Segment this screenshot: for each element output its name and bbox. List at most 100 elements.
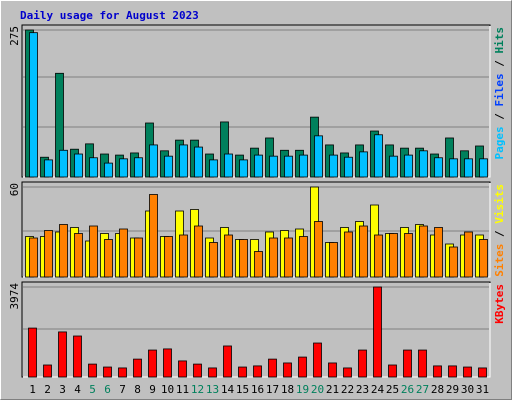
x-tick-label: 4 xyxy=(74,383,81,396)
bar xyxy=(299,236,308,278)
x-tick-label: 25 xyxy=(386,383,399,396)
bar xyxy=(479,158,488,178)
bar xyxy=(478,367,487,378)
bar xyxy=(74,153,83,178)
x-tick-label: 27 xyxy=(416,383,429,396)
x-tick-label: 20 xyxy=(311,383,324,396)
x-tick-label: 28 xyxy=(431,383,444,396)
bar xyxy=(268,358,277,378)
legend-entry: KBytes xyxy=(493,284,506,324)
bar xyxy=(418,349,427,378)
x-tick-label: 12 xyxy=(191,383,204,396)
legend: Sites / Visits xyxy=(493,184,506,277)
legend-space xyxy=(493,237,506,244)
bar xyxy=(134,157,143,178)
legend-entry: Files xyxy=(493,73,506,106)
bar xyxy=(299,154,308,178)
bar xyxy=(359,151,368,178)
bar xyxy=(449,158,458,178)
bar xyxy=(88,363,97,378)
x-tick-label: 16 xyxy=(251,383,264,396)
x-tick-label: 2 xyxy=(44,383,51,396)
bar xyxy=(433,365,442,378)
bar xyxy=(434,157,443,178)
bar xyxy=(434,227,443,278)
bar xyxy=(193,363,202,378)
bar xyxy=(208,367,217,378)
bar xyxy=(389,233,398,278)
bar xyxy=(118,367,127,378)
bar xyxy=(448,365,457,378)
bar xyxy=(373,286,382,378)
legend-space xyxy=(493,54,506,61)
bar xyxy=(59,149,68,178)
chart-title: Daily usage for August 2023 xyxy=(20,9,199,22)
bar xyxy=(59,224,68,278)
bar xyxy=(314,135,323,178)
bar xyxy=(284,237,293,278)
bar xyxy=(329,154,338,178)
legend: Pages / Files / Hits xyxy=(493,27,506,160)
x-tick-label: 17 xyxy=(266,383,279,396)
bar xyxy=(238,366,247,378)
bar xyxy=(28,327,37,378)
bar xyxy=(328,362,337,378)
bar xyxy=(103,366,112,378)
y-tick-label: 275 xyxy=(8,26,21,46)
legend-space xyxy=(493,224,506,231)
x-tick-label: 1 xyxy=(29,383,36,396)
x-tick-label: 15 xyxy=(236,383,249,396)
legend-entry: Hits xyxy=(493,27,506,54)
bar xyxy=(73,335,82,378)
x-tick-label: 9 xyxy=(149,383,156,396)
bar xyxy=(389,155,398,178)
legend-entry: Visits xyxy=(493,184,506,224)
bar xyxy=(344,231,353,278)
x-tick-label: 19 xyxy=(296,383,309,396)
bar xyxy=(464,231,473,278)
bar xyxy=(403,349,412,378)
bar xyxy=(149,144,158,178)
bar xyxy=(374,134,383,178)
x-tick-label: 21 xyxy=(326,383,339,396)
x-tick-label: 11 xyxy=(176,383,189,396)
bar xyxy=(179,144,188,178)
bar xyxy=(43,364,52,378)
bar xyxy=(329,242,338,278)
x-tick-label: 14 xyxy=(221,383,235,396)
legend-separator: / xyxy=(493,113,506,120)
bar xyxy=(29,237,38,278)
bar xyxy=(119,158,128,178)
legend-space xyxy=(493,67,506,74)
bar xyxy=(224,234,233,278)
legend-separator: / xyxy=(493,230,506,237)
x-tick-label: 8 xyxy=(134,383,141,396)
bar xyxy=(149,194,158,278)
bar xyxy=(164,236,173,278)
bar xyxy=(179,234,188,278)
bar xyxy=(374,234,383,278)
bar xyxy=(133,358,142,378)
bar xyxy=(148,349,157,378)
bar xyxy=(298,356,307,378)
bar xyxy=(209,159,218,178)
x-tick-label: 22 xyxy=(341,383,354,396)
bar xyxy=(254,251,263,278)
bar xyxy=(313,342,322,378)
x-tick-label: 29 xyxy=(446,383,459,396)
bar xyxy=(163,348,172,378)
bar xyxy=(119,228,128,278)
bar xyxy=(404,233,413,278)
x-tick-label: 31 xyxy=(476,383,489,396)
y-tick-label: 60 xyxy=(8,183,21,196)
bar xyxy=(209,242,218,278)
x-tick-label: 24 xyxy=(371,383,385,396)
bar xyxy=(44,159,53,178)
x-tick-label: 30 xyxy=(461,383,474,396)
x-tick-label: 13 xyxy=(206,383,219,396)
bar xyxy=(44,230,53,278)
bar xyxy=(58,331,67,378)
bar xyxy=(404,154,413,178)
bar xyxy=(463,366,472,378)
